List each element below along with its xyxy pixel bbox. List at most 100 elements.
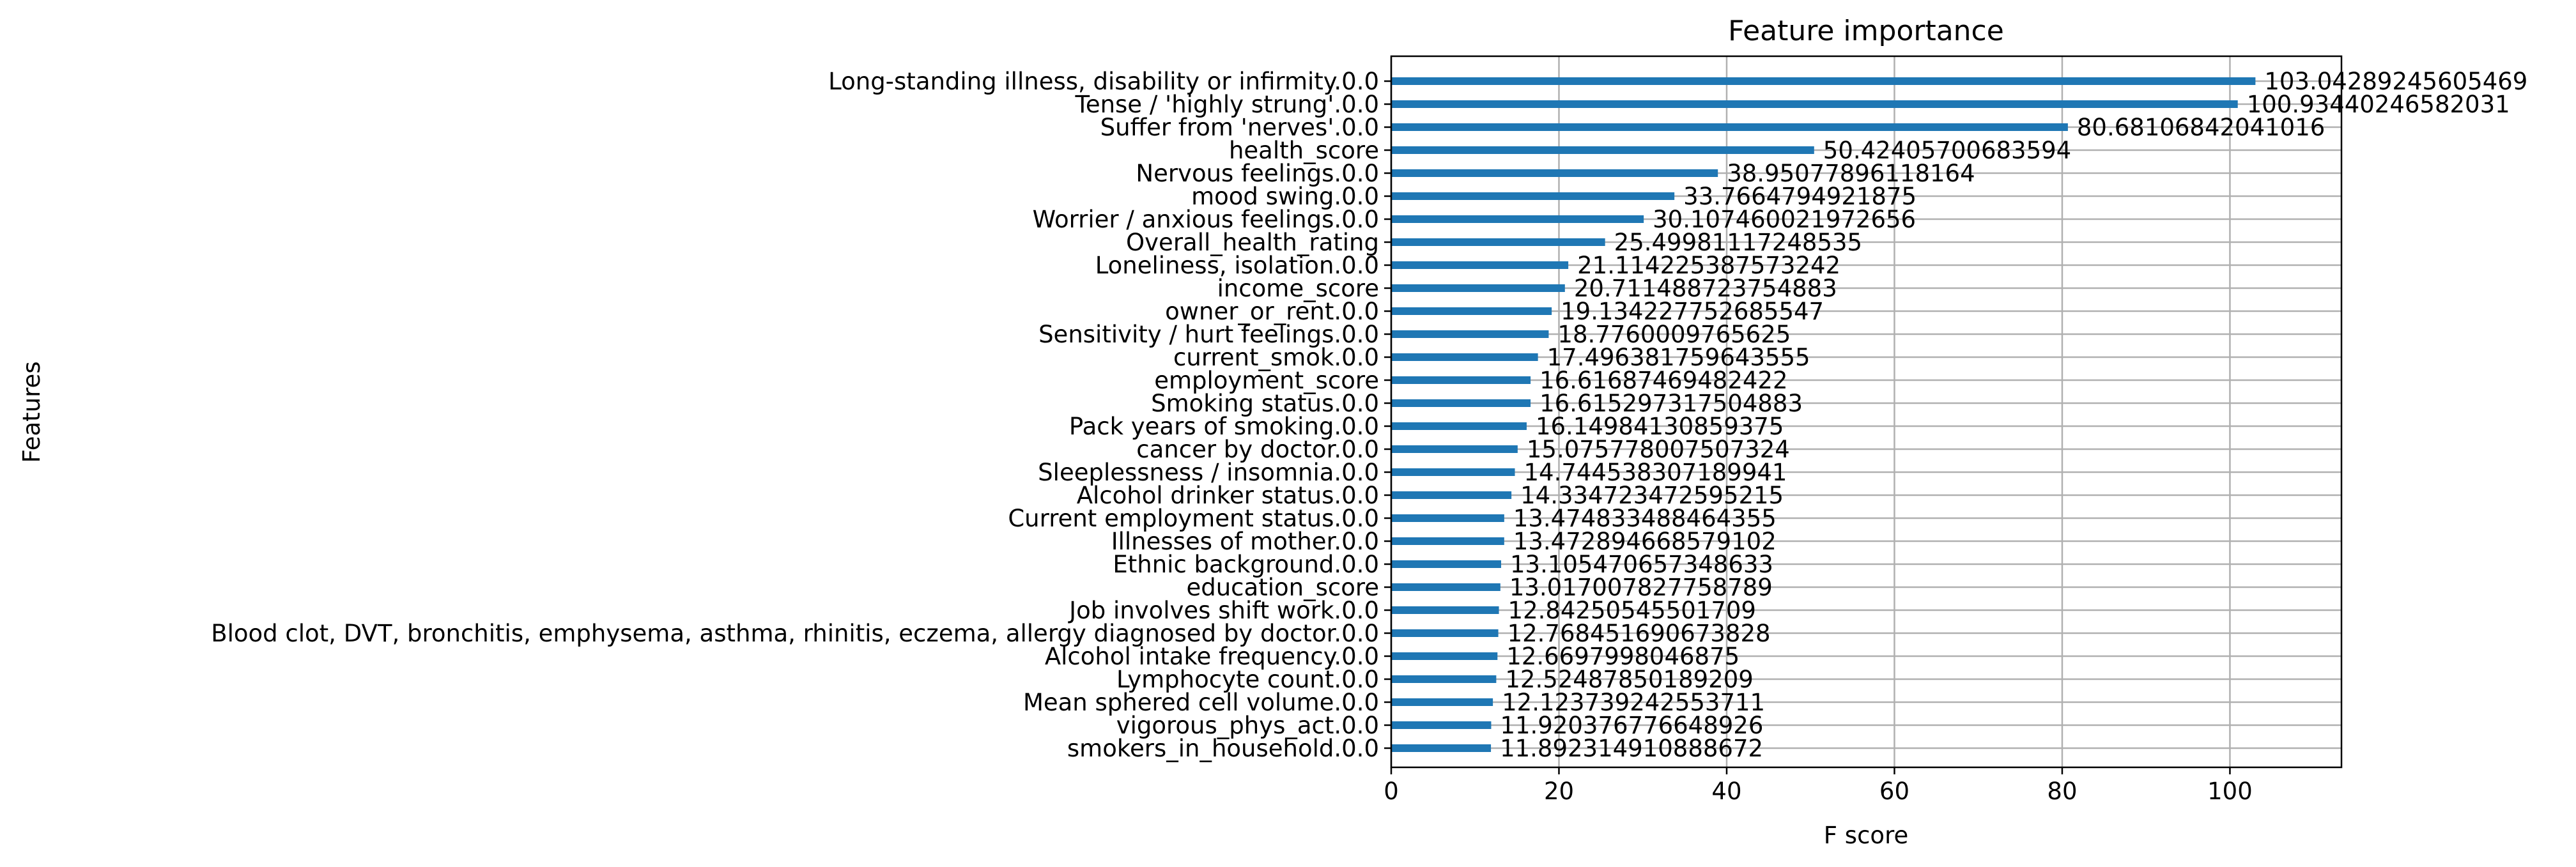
bar bbox=[1391, 445, 1518, 453]
bar bbox=[1391, 353, 1538, 361]
value-label: 103.04289245605469 bbox=[2264, 68, 2527, 95]
bar bbox=[1391, 100, 2238, 108]
y-tick-label: cancer by doctor.0.0 bbox=[1136, 436, 1379, 463]
y-tick-label: owner_or_rent.0.0 bbox=[1165, 298, 1379, 325]
y-tick-label: Sleeplessness / insomnia.0.0 bbox=[1038, 459, 1379, 486]
bar bbox=[1391, 468, 1515, 476]
value-label: 12.84250545501709 bbox=[1508, 597, 1756, 624]
bar bbox=[1391, 77, 2256, 85]
value-label: 100.93440246582031 bbox=[2247, 91, 2510, 118]
value-label: 18.7760009765625 bbox=[1557, 321, 1791, 348]
value-label: 12.768451690673828 bbox=[1508, 620, 1771, 647]
x-tick-label: 40 bbox=[1711, 778, 1741, 805]
value-label: 14.334723472595215 bbox=[1520, 482, 1784, 509]
y-tick-label: Alcohol drinker status.0.0 bbox=[1077, 482, 1379, 509]
y-tick-label: education_score bbox=[1186, 574, 1379, 601]
y-tick-label: Alcohol intake frequency.0.0 bbox=[1045, 643, 1379, 670]
x-tick-label: 100 bbox=[2207, 778, 2253, 805]
x-tick-label: 20 bbox=[1544, 778, 1574, 805]
y-axis-label: Features bbox=[18, 361, 45, 463]
y-tick-label: Smoking status.0.0 bbox=[1151, 390, 1379, 417]
bar bbox=[1391, 721, 1492, 729]
y-tick-label: Pack years of smoking.0.0 bbox=[1069, 413, 1379, 440]
y-tick-label: Sensitivity / hurt feelings.0.0 bbox=[1038, 321, 1379, 348]
value-label: 11.920376776648926 bbox=[1500, 712, 1763, 739]
bar bbox=[1391, 123, 2068, 131]
bar bbox=[1391, 330, 1549, 338]
bar bbox=[1391, 698, 1493, 706]
value-label: 15.075778007507324 bbox=[1527, 436, 1790, 463]
bar bbox=[1391, 238, 1605, 246]
value-label: 13.474833488464355 bbox=[1513, 505, 1777, 532]
value-label: 20.711488723754883 bbox=[1574, 275, 1837, 302]
bar bbox=[1391, 514, 1504, 522]
value-label: 16.615297317504883 bbox=[1539, 390, 1803, 417]
bars bbox=[1391, 77, 2256, 752]
bar bbox=[1391, 583, 1500, 591]
value-label: 21.114225387573242 bbox=[1577, 252, 1840, 279]
bar bbox=[1391, 606, 1499, 614]
y-tick-label: Blood clot, DVT, bronchitis, emphysema, … bbox=[211, 620, 1379, 647]
value-label: 19.134227752685547 bbox=[1561, 298, 1824, 325]
value-labels: 103.04289245605469100.9344024658203180.6… bbox=[1500, 68, 2527, 762]
y-tick-label: vigorous_phys_act.0.0 bbox=[1116, 712, 1379, 739]
value-label: 12.6697998046875 bbox=[1506, 643, 1739, 670]
y-tick-label: employment_score bbox=[1154, 367, 1379, 394]
value-label: 16.61687469482422 bbox=[1539, 367, 1787, 394]
y-tick-labels: Long-standing illness, disability or inf… bbox=[211, 68, 1391, 762]
y-tick-label: Mean sphered cell volume.0.0 bbox=[1023, 689, 1379, 716]
x-axis-label: F score bbox=[1824, 822, 1908, 849]
y-tick-label: Lymphocyte count.0.0 bbox=[1116, 666, 1379, 693]
bar bbox=[1391, 376, 1531, 384]
bar bbox=[1391, 537, 1504, 545]
value-label: 80.68106842041016 bbox=[2077, 114, 2325, 141]
y-tick-label: Loneliness, isolation.0.0 bbox=[1095, 252, 1379, 279]
bar bbox=[1391, 399, 1531, 407]
y-tick-label: Long-standing illness, disability or inf… bbox=[828, 68, 1379, 95]
y-tick-label: Overall_health_rating bbox=[1126, 229, 1379, 256]
bar bbox=[1391, 284, 1565, 292]
x-tick-label: 80 bbox=[2047, 778, 2077, 805]
bar bbox=[1391, 307, 1552, 315]
y-tick-label: Ethnic background.0.0 bbox=[1113, 551, 1379, 578]
y-tick-label: mood swing.0.0 bbox=[1191, 183, 1379, 210]
value-label: 13.017007827758789 bbox=[1509, 574, 1773, 601]
bar bbox=[1391, 215, 1644, 223]
plot-frame bbox=[1390, 55, 2343, 769]
y-tick-label: Job involves shift work.0.0 bbox=[1068, 597, 1379, 624]
value-label: 13.472894668579102 bbox=[1513, 528, 1777, 555]
bar bbox=[1391, 491, 1512, 499]
y-tick-label: smokers_in_household.0.0 bbox=[1067, 735, 1379, 762]
y-tick-label: Suffer from 'nerves'.0.0 bbox=[1100, 114, 1379, 141]
value-label: 50.42405700683594 bbox=[1823, 137, 2071, 164]
y-tick-label: Worrier / anxious feelings.0.0 bbox=[1033, 206, 1379, 233]
y-tick-label: Illnesses of mother.0.0 bbox=[1111, 528, 1379, 555]
y-tick-label: Tense / 'highly strung'.0.0 bbox=[1075, 91, 1380, 118]
value-label: 16.14984130859375 bbox=[1536, 413, 1784, 440]
y-tick-label: current_smok.0.0 bbox=[1173, 344, 1379, 371]
bar bbox=[1391, 192, 1675, 200]
y-tick-label: health_score bbox=[1229, 137, 1379, 164]
bar bbox=[1391, 744, 1492, 752]
x-tick-label: 60 bbox=[1879, 778, 1909, 805]
value-label: 25.49981117248535 bbox=[1614, 229, 1862, 256]
value-label: 13.105470657348633 bbox=[1510, 551, 1773, 578]
value-label: 14.744538307189941 bbox=[1524, 459, 1787, 486]
x-tick-label: 0 bbox=[1384, 778, 1399, 805]
value-label: 12.52487850189209 bbox=[1505, 666, 1753, 693]
bar bbox=[1391, 146, 1814, 154]
value-label: 30.107460021972656 bbox=[1653, 206, 1916, 233]
x-ticks: 0 20 40 60 80 100 bbox=[1384, 767, 2253, 805]
value-label: 11.892314910888672 bbox=[1500, 735, 1763, 762]
y-tick-label: Current employment status.0.0 bbox=[1008, 505, 1379, 532]
value-label: 33.7664794921875 bbox=[1683, 183, 1917, 210]
bar bbox=[1391, 422, 1527, 430]
value-label: 12.123739242553711 bbox=[1502, 689, 1765, 716]
y-tick-label: Nervous feelings.0.0 bbox=[1136, 160, 1379, 187]
bar bbox=[1391, 629, 1499, 637]
bar bbox=[1391, 169, 1718, 177]
bar bbox=[1391, 560, 1502, 568]
value-label: 17.496381759643555 bbox=[1547, 344, 1810, 371]
bar bbox=[1391, 261, 1569, 269]
